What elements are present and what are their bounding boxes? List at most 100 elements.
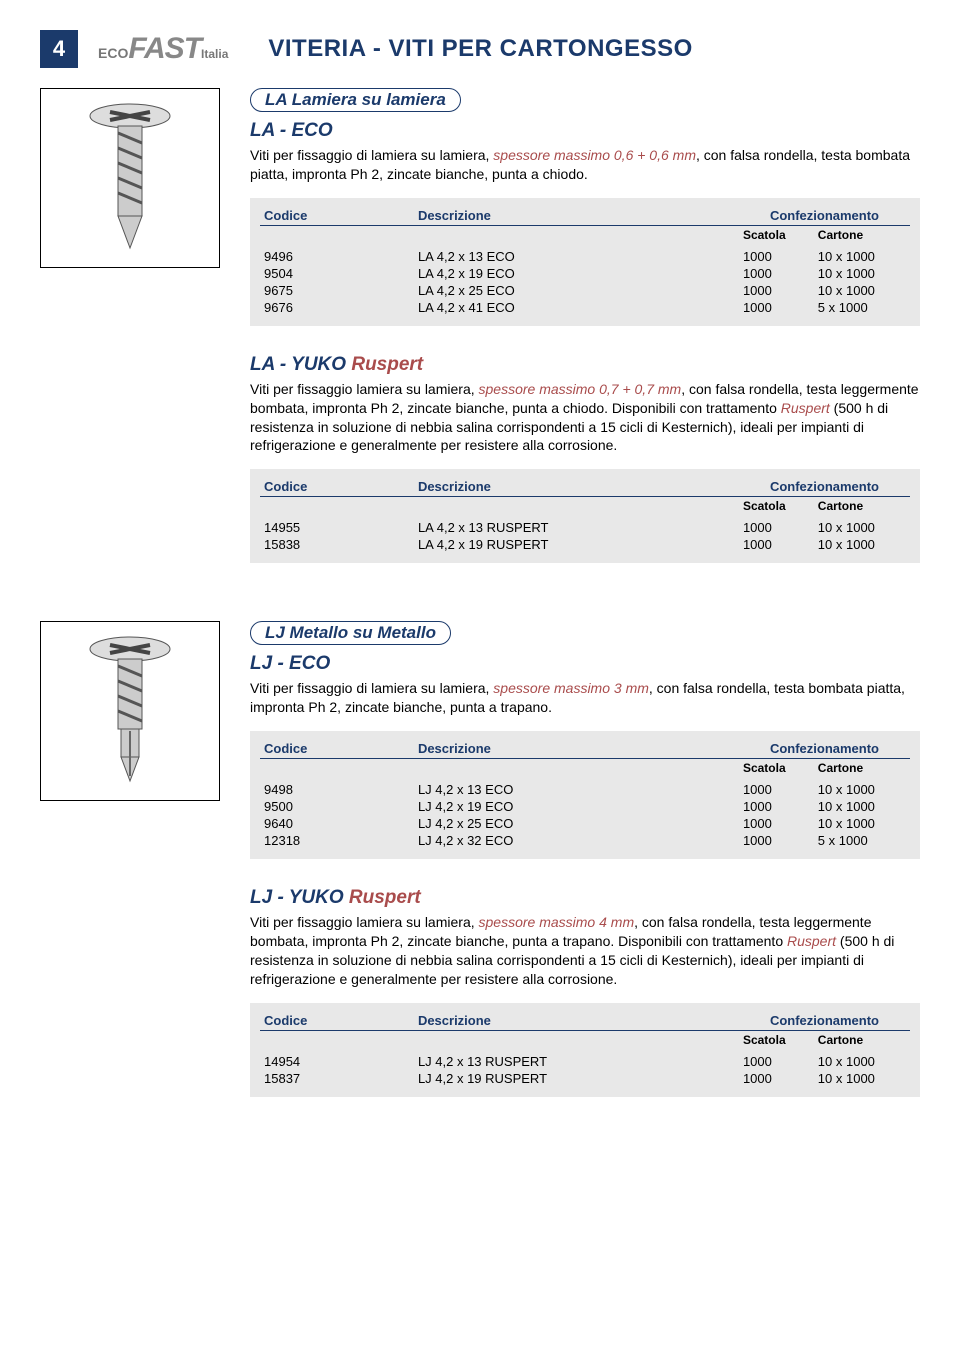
cell-codice: 9640: [260, 815, 414, 832]
section-pill-lj: LJ Metallo su Metallo: [250, 621, 451, 645]
cell-codice: 9500: [260, 798, 414, 815]
cell-codice: 9498: [260, 781, 414, 798]
th-descrizione: Descrizione: [414, 1011, 739, 1031]
cell-scatola: 1000: [739, 536, 814, 553]
cell-descr: LJ 4,2 x 25 ECO: [414, 815, 739, 832]
screw-la-icon: [80, 98, 180, 258]
cell-scatola: 1000: [739, 1070, 814, 1087]
table-row: 9498LJ 4,2 x 13 ECO100010 x 1000: [260, 781, 910, 798]
cell-scatola: 1000: [739, 282, 814, 299]
cell-scatola: 1000: [739, 832, 814, 849]
code-pre: LA - YUKO: [250, 354, 351, 375]
code-pre: LJ - YUKO: [250, 887, 349, 908]
cell-codice: 9496: [260, 248, 414, 265]
th-scatola: Scatola: [739, 759, 814, 782]
th-codice: Codice: [260, 477, 414, 497]
desc-pre: Viti per fissaggio lamiera su lamiera,: [250, 914, 479, 930]
code-ruspert: Ruspert: [349, 887, 421, 908]
cell-descr: LA 4,2 x 19 ECO: [414, 265, 739, 282]
cell-descr: LA 4,2 x 19 RUSPERT: [414, 536, 739, 553]
th-scatola: Scatola: [739, 225, 814, 248]
cell-codice: 12318: [260, 832, 414, 849]
th-codice: Codice: [260, 206, 414, 226]
table-row: 9504LA 4,2 x 19 ECO100010 x 1000: [260, 265, 910, 282]
table: Codice Descrizione Confezionamento Scato…: [260, 1011, 910, 1087]
cell-cartone: 10 x 1000: [814, 248, 910, 265]
page-header: 4 ECOFASTItalia VITERIA - VITI PER CARTO…: [40, 30, 920, 68]
cell-descr: LA 4,2 x 25 ECO: [414, 282, 739, 299]
table-row: 9500LJ 4,2 x 19 ECO100010 x 1000: [260, 798, 910, 815]
th-cartone: Cartone: [814, 225, 910, 248]
code-ruspert: Ruspert: [351, 354, 423, 375]
table-header-row: Codice Descrizione Confezionamento: [260, 739, 910, 759]
cell-scatola: 1000: [739, 815, 814, 832]
cell-cartone: 10 x 1000: [814, 265, 910, 282]
product-image-lj: [40, 621, 220, 801]
page: 4 ECOFASTItalia VITERIA - VITI PER CARTO…: [0, 0, 960, 1215]
cell-cartone: 10 x 1000: [814, 1070, 910, 1087]
cell-scatola: 1000: [739, 265, 814, 282]
th-descrizione: Descrizione: [414, 477, 739, 497]
cell-codice: 9675: [260, 282, 414, 299]
table-header-row: Codice Descrizione Confezionamento: [260, 206, 910, 226]
cell-codice: 9504: [260, 265, 414, 282]
th-descrizione: Descrizione: [414, 739, 739, 759]
cell-cartone: 10 x 1000: [814, 781, 910, 798]
logo-fast: FAST: [128, 32, 201, 65]
logo-italia: Italia: [201, 47, 228, 61]
cell-descr: LJ 4,2 x 32 ECO: [414, 832, 739, 849]
table: Codice Descrizione Confezionamento Scato…: [260, 477, 910, 553]
table-lj-yuko: Codice Descrizione Confezionamento Scato…: [250, 1003, 920, 1097]
cell-scatola: 1000: [739, 248, 814, 265]
cell-cartone: 10 x 1000: [814, 519, 910, 536]
th-confezionamento: Confezionamento: [739, 1011, 910, 1031]
table-subheader-row: Scatola Cartone: [260, 225, 910, 248]
product-code-lj-yuko: LJ - YUKO Ruspert: [250, 887, 920, 909]
cell-cartone: 5 x 1000: [814, 832, 910, 849]
table-subheader-row: Scatola Cartone: [260, 1030, 910, 1053]
th-cartone: Cartone: [814, 497, 910, 520]
image-column-lj: [40, 621, 250, 1124]
la-text-column: LA Lamiera su lamiera LA - ECO Viti per …: [250, 88, 920, 591]
cell-descr: LA 4,2 x 41 ECO: [414, 299, 739, 316]
cell-descr: LJ 4,2 x 19 ECO: [414, 798, 739, 815]
product-code-lj-eco: LJ - ECO: [250, 653, 920, 675]
desc-em: spessore massimo 3 mm: [493, 680, 649, 696]
table-header-row: Codice Descrizione Confezionamento: [260, 1011, 910, 1031]
cell-scatola: 1000: [739, 781, 814, 798]
table-row: 9675LA 4,2 x 25 ECO100010 x 1000: [260, 282, 910, 299]
cell-codice: 14955: [260, 519, 414, 536]
th-confezionamento: Confezionamento: [739, 206, 910, 226]
desc-em1: spessore massimo 4 mm: [479, 914, 635, 930]
section-la: LA Lamiera su lamiera LA - ECO Viti per …: [40, 88, 920, 591]
cell-descr: LA 4,2 x 13 ECO: [414, 248, 739, 265]
cell-codice: 14954: [260, 1053, 414, 1070]
table-row: 15838LA 4,2 x 19 RUSPERT100010 x 1000: [260, 536, 910, 553]
cell-scatola: 1000: [739, 1053, 814, 1070]
desc-em2: Ruspert: [781, 400, 830, 416]
table-row: 14954LJ 4,2 x 13 RUSPERT100010 x 1000: [260, 1053, 910, 1070]
lj-text-column: LJ Metallo su Metallo LJ - ECO Viti per …: [250, 621, 920, 1124]
cell-cartone: 10 x 1000: [814, 536, 910, 553]
cell-descr: LJ 4,2 x 13 ECO: [414, 781, 739, 798]
cell-scatola: 1000: [739, 299, 814, 316]
cell-cartone: 10 x 1000: [814, 282, 910, 299]
desc-em1: spessore massimo 0,7 + 0,7 mm: [479, 381, 682, 397]
table-la-yuko: Codice Descrizione Confezionamento Scato…: [250, 469, 920, 563]
brand-logo: ECOFASTItalia: [98, 32, 228, 66]
desc-em: spessore massimo 0,6 + 0,6 mm: [493, 147, 696, 163]
th-cartone: Cartone: [814, 1030, 910, 1053]
table-lj-eco: Codice Descrizione Confezionamento Scato…: [250, 731, 920, 859]
section-pill-la: LA Lamiera su lamiera: [250, 88, 461, 112]
product-image-la: [40, 88, 220, 268]
table-row: 9676LA 4,2 x 41 ECO10005 x 1000: [260, 299, 910, 316]
table-row: 9496LA 4,2 x 13 ECO100010 x 1000: [260, 248, 910, 265]
cell-cartone: 10 x 1000: [814, 815, 910, 832]
screw-lj-icon: [80, 631, 180, 791]
table-row: 15837LJ 4,2 x 19 RUSPERT100010 x 1000: [260, 1070, 910, 1087]
th-codice: Codice: [260, 739, 414, 759]
desc-la-yuko: Viti per fissaggio lamiera su lamiera, s…: [250, 380, 920, 456]
logo-eco: ECO: [98, 45, 128, 61]
table-row: 12318LJ 4,2 x 32 ECO10005 x 1000: [260, 832, 910, 849]
th-scatola: Scatola: [739, 1030, 814, 1053]
